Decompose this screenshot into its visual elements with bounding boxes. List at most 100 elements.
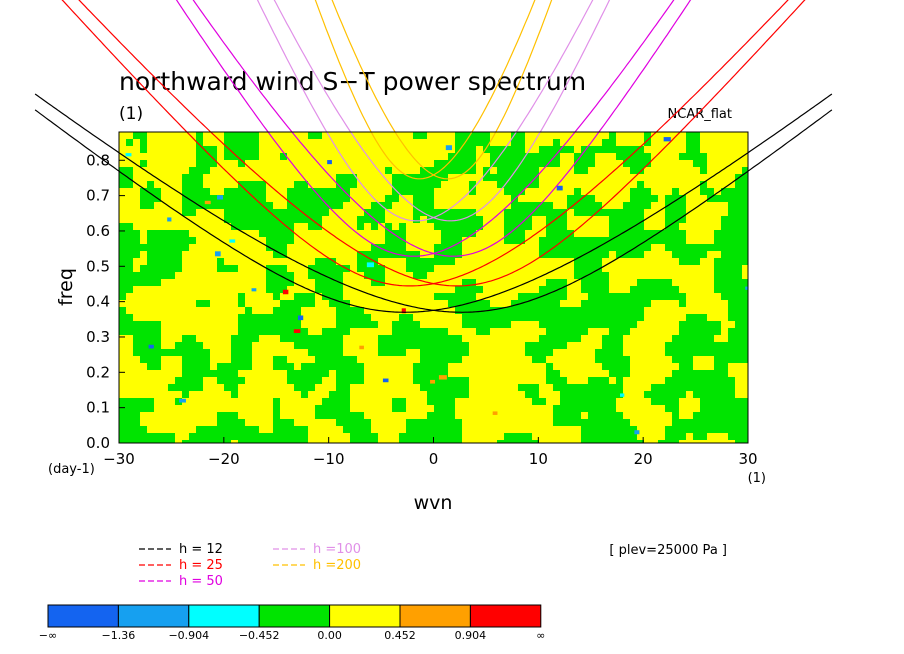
x-tick-label: 0 [429, 450, 439, 468]
field-cell-negative [504, 230, 525, 237]
field-cell-negative [735, 440, 748, 443]
field-cell-negative [182, 370, 238, 377]
field-cell-negative [665, 202, 686, 209]
field-cell-negative [581, 286, 609, 293]
y-tick-label: 0.3 [86, 328, 110, 346]
field-cell-negative [315, 279, 343, 286]
field-cell-negative [665, 433, 686, 440]
field-cell-negative [119, 398, 154, 405]
field-cell-negative [574, 258, 602, 265]
field-cell-negative [497, 181, 539, 188]
field-cell-negative [196, 426, 259, 433]
field-cell-negative [504, 188, 525, 195]
y-tick-label: 0.2 [86, 363, 110, 381]
x-tick-label: −20 [208, 450, 240, 468]
field-cell-negative [462, 314, 644, 321]
field-cell-extreme [382, 378, 389, 383]
field-cell-negative [413, 363, 448, 370]
pressure-level-note: [ plev=25000 Pa ] [609, 543, 727, 558]
field-cell-negative [672, 356, 693, 363]
field-cell-extreme [663, 137, 671, 142]
field-cell-negative [357, 223, 364, 230]
y-tick-label: 0.7 [86, 187, 110, 205]
field-cell-negative [119, 419, 140, 426]
field-cell-negative [231, 349, 252, 356]
field-cell-negative [413, 202, 434, 209]
field-cell-negative [686, 314, 707, 321]
field-cell-extreme [179, 398, 186, 403]
field-cell-negative [434, 405, 455, 412]
field-cell-negative [392, 174, 448, 181]
field-cell-negative [371, 223, 378, 230]
field-cell-negative [308, 223, 322, 230]
field-cell-negative [539, 244, 651, 251]
field-cell-negative [392, 188, 434, 195]
field-cell-negative [735, 321, 748, 328]
field-cell-negative [406, 258, 455, 265]
field-cell-negative [315, 286, 343, 293]
field-cell-negative [469, 181, 476, 188]
field-cell-negative [287, 188, 350, 195]
field-cell-negative [175, 377, 203, 384]
field-cell-negative [308, 349, 343, 356]
field-cell-negative [714, 356, 748, 363]
field-cell-negative [147, 251, 182, 258]
x-tick-label: −10 [313, 450, 345, 468]
field-cell-negative [385, 230, 406, 237]
field-cell-negative [714, 279, 748, 286]
field-cell-extreme [217, 195, 223, 200]
field-cell-negative [679, 300, 686, 307]
field-cell-negative [427, 398, 455, 405]
field-cell-negative [553, 384, 623, 391]
field-cell-negative [238, 160, 245, 167]
field-cell-negative [644, 391, 686, 398]
field-cell-negative [119, 412, 140, 419]
field-cell-negative [392, 181, 441, 188]
field-cell-negative [504, 237, 525, 244]
field-cell-negative [546, 363, 553, 370]
field-cell-negative [644, 139, 651, 146]
y-axis: 0.0 0.1 0.2 0.3 0.4 0.5 0.6 0.7 0.8 [86, 151, 125, 452]
field-cell-negative [672, 251, 707, 258]
field-cell-negative [357, 251, 420, 258]
field-cell-negative [119, 286, 133, 293]
field-cell-negative [168, 384, 203, 391]
field-cell-negative [119, 440, 175, 443]
colorbar-label: 0.452 [384, 629, 416, 642]
field-cell-negative [441, 230, 476, 237]
field-cell-negative [119, 181, 133, 188]
field-cell-negative [336, 307, 364, 314]
field-cell-negative [504, 209, 567, 216]
y-tick-label: 0.1 [86, 399, 110, 417]
field-cell-negative [119, 405, 154, 412]
colorbar-label: 0.00 [317, 629, 342, 642]
field-cell-negative [287, 195, 350, 202]
field-cell-negative [294, 181, 308, 188]
field-cell-negative [728, 202, 748, 209]
field-cell-negative [630, 167, 644, 174]
field-cell-negative [455, 132, 490, 139]
x-tick-label: 20 [634, 450, 653, 468]
field-cell-negative [140, 160, 147, 167]
field-cell-negative [518, 384, 539, 391]
colorbar-swatch [329, 604, 401, 628]
field-cell-extreme [401, 308, 406, 314]
field-cell-negative [119, 223, 133, 230]
field-cell-negative [637, 181, 644, 188]
field-cell-negative [273, 356, 287, 363]
field-cell-negative [574, 272, 609, 279]
field-cell-negative [119, 321, 161, 328]
field-cell-negative [434, 160, 476, 167]
field-cell-negative [483, 167, 490, 174]
field-cell-extreme [298, 315, 304, 321]
field-cell-negative [140, 139, 147, 146]
field-cell-negative [147, 258, 182, 265]
legend-label: h = 25 [179, 558, 223, 573]
field-cell-negative [581, 300, 651, 307]
field-cell-extreme [492, 411, 498, 415]
field-cell-negative [371, 244, 406, 251]
colorbar-swatch [399, 604, 471, 628]
field-cell-negative [602, 342, 623, 349]
field-cell-negative [413, 272, 427, 279]
field-cell-negative [546, 328, 588, 335]
